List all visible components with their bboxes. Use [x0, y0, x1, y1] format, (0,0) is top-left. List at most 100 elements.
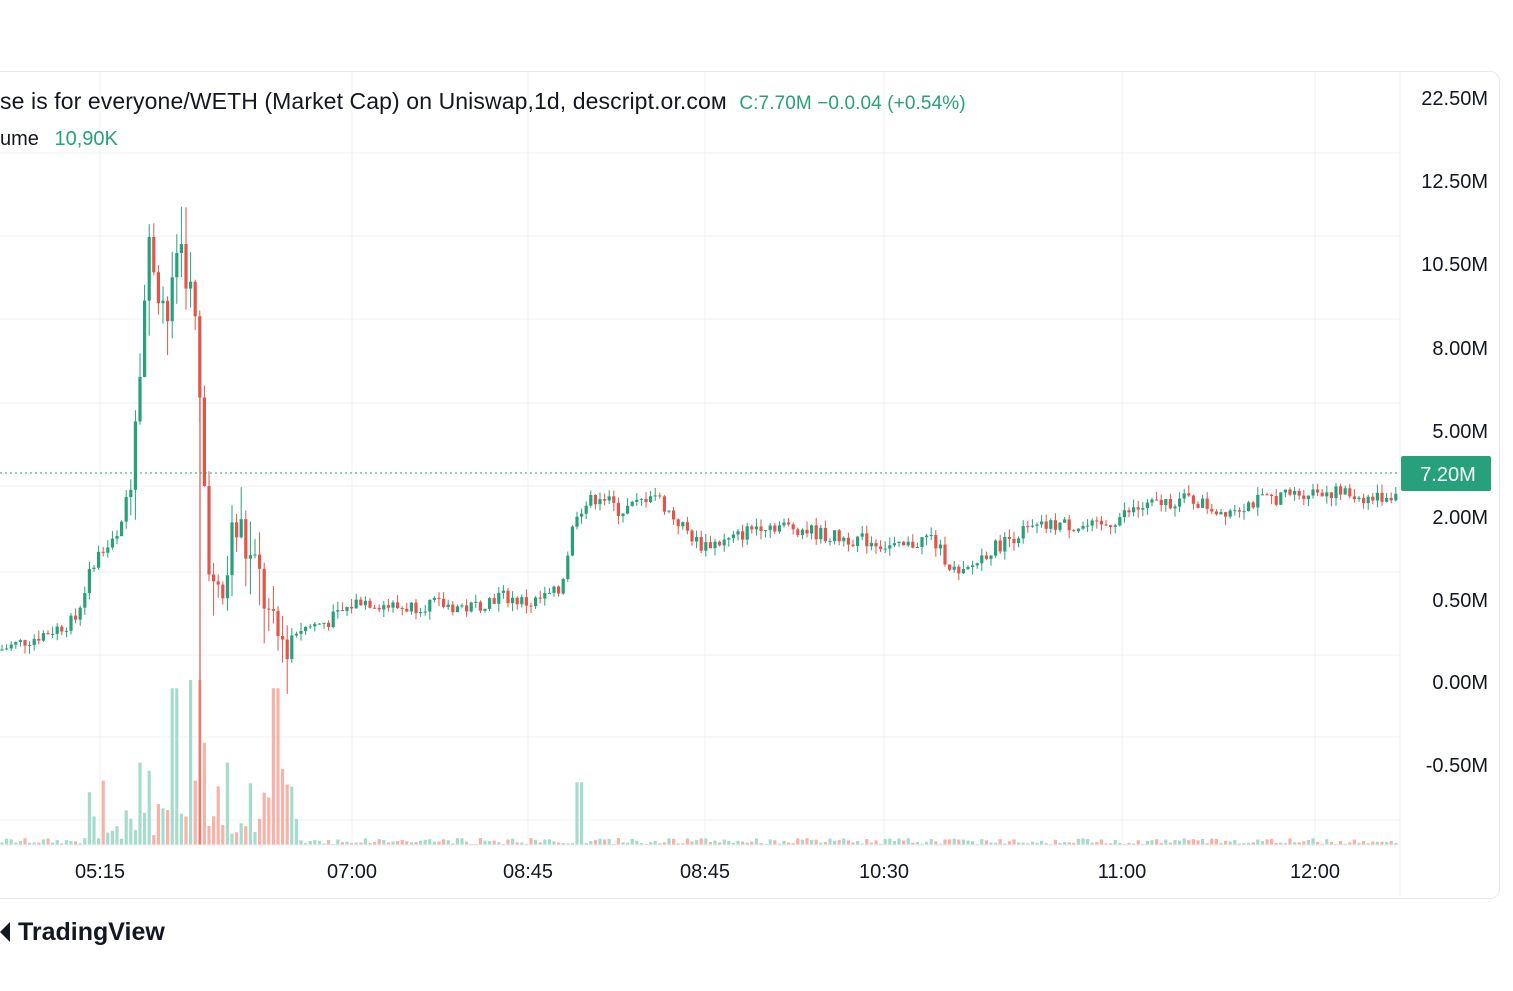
- candle-body: [207, 485, 211, 575]
- volume-bar: [810, 839, 814, 845]
- candle-body: [1136, 507, 1140, 510]
- candle-body: [1127, 510, 1131, 513]
- candle-body: [782, 522, 786, 526]
- volume-bar: [980, 839, 984, 845]
- candle-body: [653, 495, 657, 497]
- volume-bar: [170, 688, 174, 845]
- volume-bar: [350, 843, 354, 845]
- volume-bar: [1113, 840, 1117, 845]
- candle-body: [984, 555, 988, 559]
- candle-body: [290, 635, 294, 660]
- volume-bar: [869, 842, 873, 845]
- volume-bar: [5, 838, 9, 845]
- candle-body: [166, 300, 170, 322]
- volume-bar: [561, 842, 565, 845]
- volume-bar: [202, 742, 206, 845]
- volume-bar: [649, 842, 653, 845]
- candle-body: [1270, 494, 1274, 497]
- y-tick-label: 22.50M: [1421, 88, 1488, 110]
- volume-bar: [511, 838, 515, 845]
- volume-bar: [1122, 843, 1126, 845]
- volume-bar: [874, 840, 878, 845]
- volume-bar: [520, 842, 524, 845]
- candle-body: [1343, 488, 1347, 495]
- volume-bar: [598, 838, 602, 845]
- candle-body: [423, 611, 427, 613]
- candle-body: [1067, 519, 1071, 531]
- volume-bar: [1320, 843, 1324, 845]
- candle-body: [60, 626, 64, 632]
- candle-body: [722, 539, 726, 546]
- candle-body: [699, 536, 703, 551]
- volume-bar: [961, 839, 965, 845]
- volume-bar: [239, 823, 243, 845]
- volume-bar: [1247, 842, 1251, 845]
- volume-bar: [1357, 842, 1361, 845]
- candle-body: [718, 541, 722, 546]
- volume-bar: [630, 838, 634, 845]
- candle-body: [814, 525, 818, 540]
- candle-body: [667, 510, 671, 512]
- candle-body: [230, 522, 234, 576]
- volume-bar: [465, 841, 469, 845]
- candle-body: [1017, 538, 1021, 544]
- candle-body: [768, 525, 772, 531]
- candle-body: [506, 590, 510, 604]
- candle-body: [1362, 497, 1366, 504]
- volume-bar: [327, 839, 331, 845]
- candle-body: [745, 526, 749, 540]
- candle-body: [74, 615, 78, 620]
- candle-body: [478, 601, 482, 611]
- candle-body: [248, 555, 252, 559]
- volume-bar: [570, 843, 574, 845]
- candle-body: [511, 597, 515, 604]
- volume-bar: [1058, 842, 1062, 845]
- candle-body: [1164, 499, 1168, 505]
- candle-body: [451, 604, 455, 613]
- volume-bar: [51, 842, 55, 845]
- volume-bar: [74, 841, 78, 845]
- volume-bar: [216, 786, 220, 845]
- tradingview-logo[interactable]: TradingView: [0, 918, 165, 947]
- candle-body: [823, 527, 827, 542]
- candle-body: [1109, 525, 1113, 527]
- volume-bar: [1118, 842, 1122, 845]
- volume-bar: [736, 840, 740, 845]
- candle-body: [777, 525, 781, 532]
- volume-bar: [653, 840, 657, 845]
- volume-bar: [97, 838, 101, 845]
- volume-bar: [699, 838, 703, 845]
- candle-body: [87, 568, 91, 594]
- volume-bar: [1164, 839, 1168, 845]
- volume-bar: [101, 780, 105, 845]
- candle-body: [106, 547, 110, 553]
- candle-body: [626, 505, 630, 514]
- candle-body: [64, 630, 68, 632]
- candle-body: [846, 537, 850, 545]
- volume-bar: [1035, 842, 1039, 845]
- volume-bar: [1017, 842, 1021, 845]
- volume-bar: [400, 839, 404, 845]
- volume-bar: [230, 833, 234, 845]
- volume-bar: [1012, 839, 1016, 845]
- candle-body: [474, 601, 478, 603]
- candle-body: [685, 522, 689, 531]
- volume-bar: [212, 816, 216, 845]
- volume-bar: [708, 841, 712, 845]
- candle-body: [501, 590, 505, 593]
- volume-bar: [152, 835, 156, 845]
- candle-body: [754, 526, 758, 530]
- volume-bar: [253, 831, 257, 845]
- volume-bar: [419, 840, 423, 845]
- last-price-badge[interactable]: 7.20M: [1401, 456, 1491, 491]
- candle-body: [529, 605, 533, 607]
- volume-bar: [1297, 842, 1301, 845]
- candle-body: [851, 544, 855, 546]
- volume-bar: [764, 843, 768, 845]
- candle-body: [313, 623, 317, 627]
- volume-bar: [888, 838, 892, 845]
- candle-body: [713, 541, 717, 549]
- volume-bar: [120, 838, 124, 845]
- volume-bar: [386, 842, 390, 845]
